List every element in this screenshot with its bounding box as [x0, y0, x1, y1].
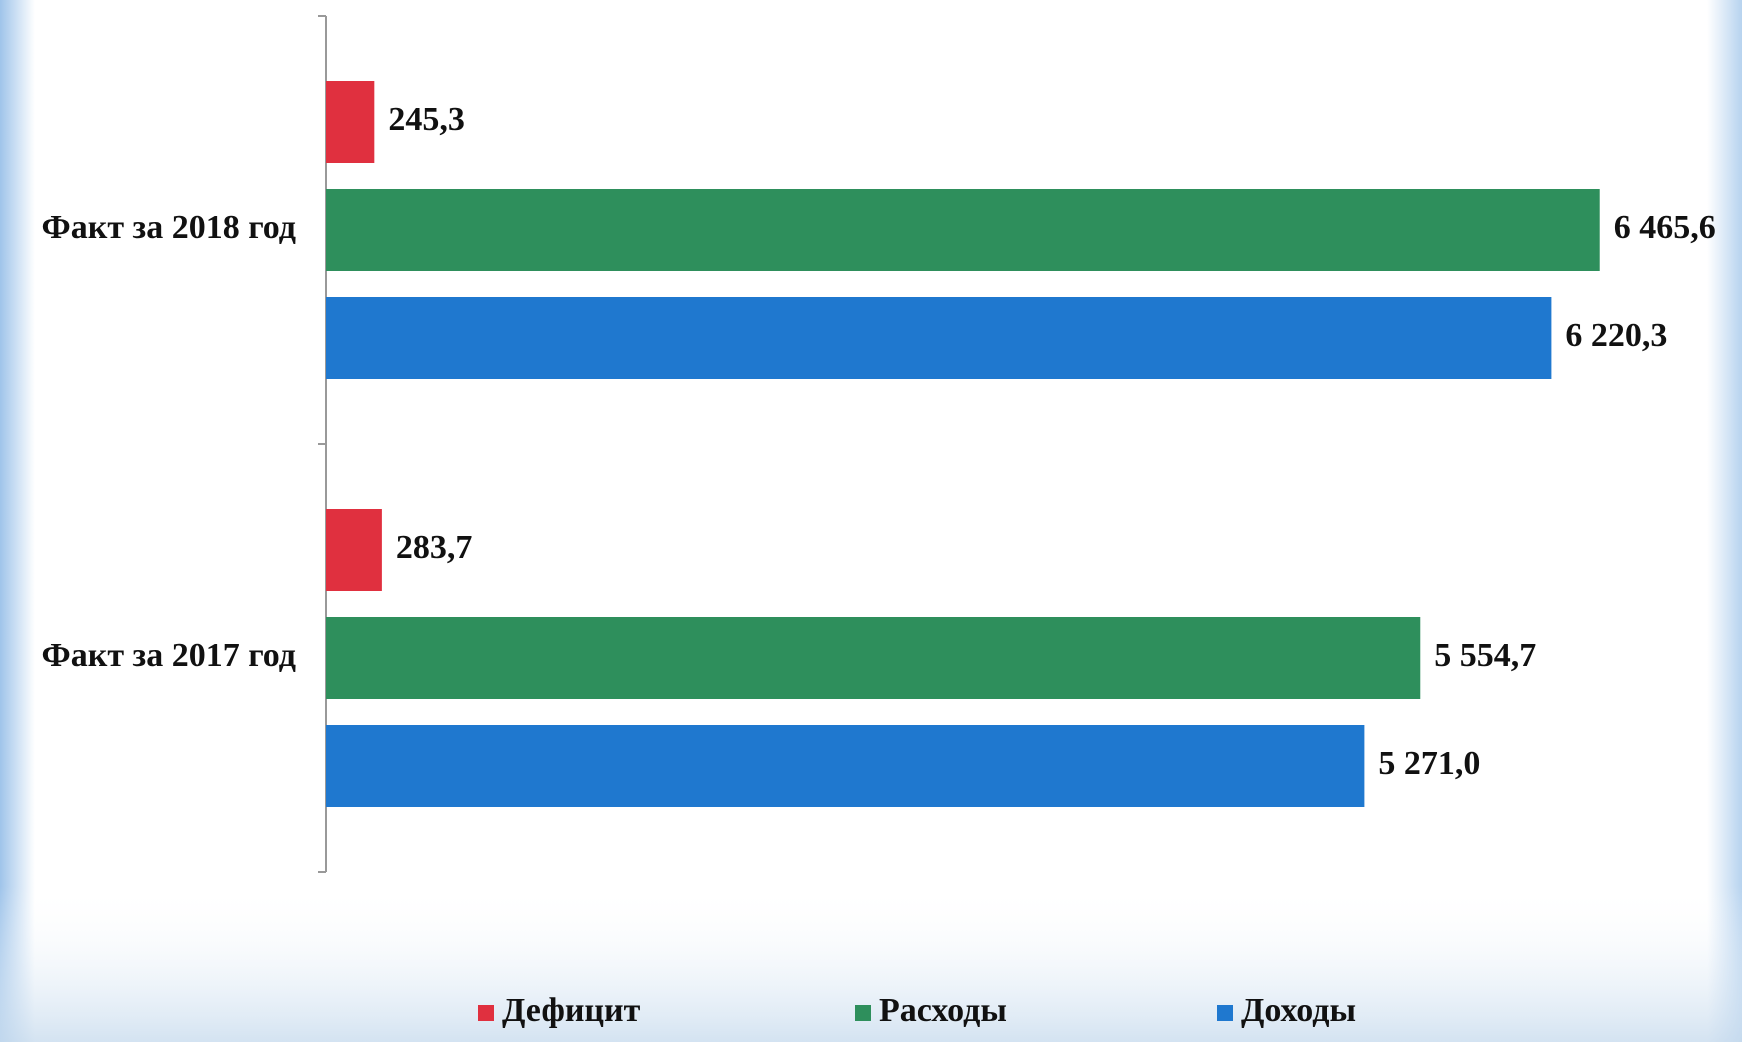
legend-label: Доходы: [1241, 992, 1356, 1029]
value-label: 6 465,6: [1614, 209, 1716, 246]
value-label: 5 554,7: [1434, 637, 1536, 674]
legend-swatch: [1217, 1005, 1233, 1021]
value-label: 6 220,3: [1565, 317, 1667, 354]
bar: [326, 81, 375, 163]
legend-swatch: [855, 1005, 871, 1021]
bar: [326, 297, 1552, 379]
y-tick-label: Факт за 2017 год: [42, 637, 296, 674]
legend-label: Дефицит: [502, 992, 641, 1029]
legend-label: Расходы: [879, 992, 1007, 1029]
value-label: 283,7: [396, 529, 473, 566]
bar: [326, 509, 382, 591]
y-tick-label: Факт за 2018 год: [42, 209, 296, 246]
value-label: 245,3: [388, 101, 465, 138]
value-label: 5 271,0: [1378, 745, 1480, 782]
bar: [326, 189, 1600, 271]
bar: [326, 725, 1365, 807]
legend-swatch: [478, 1005, 494, 1021]
bar: [326, 617, 1421, 699]
